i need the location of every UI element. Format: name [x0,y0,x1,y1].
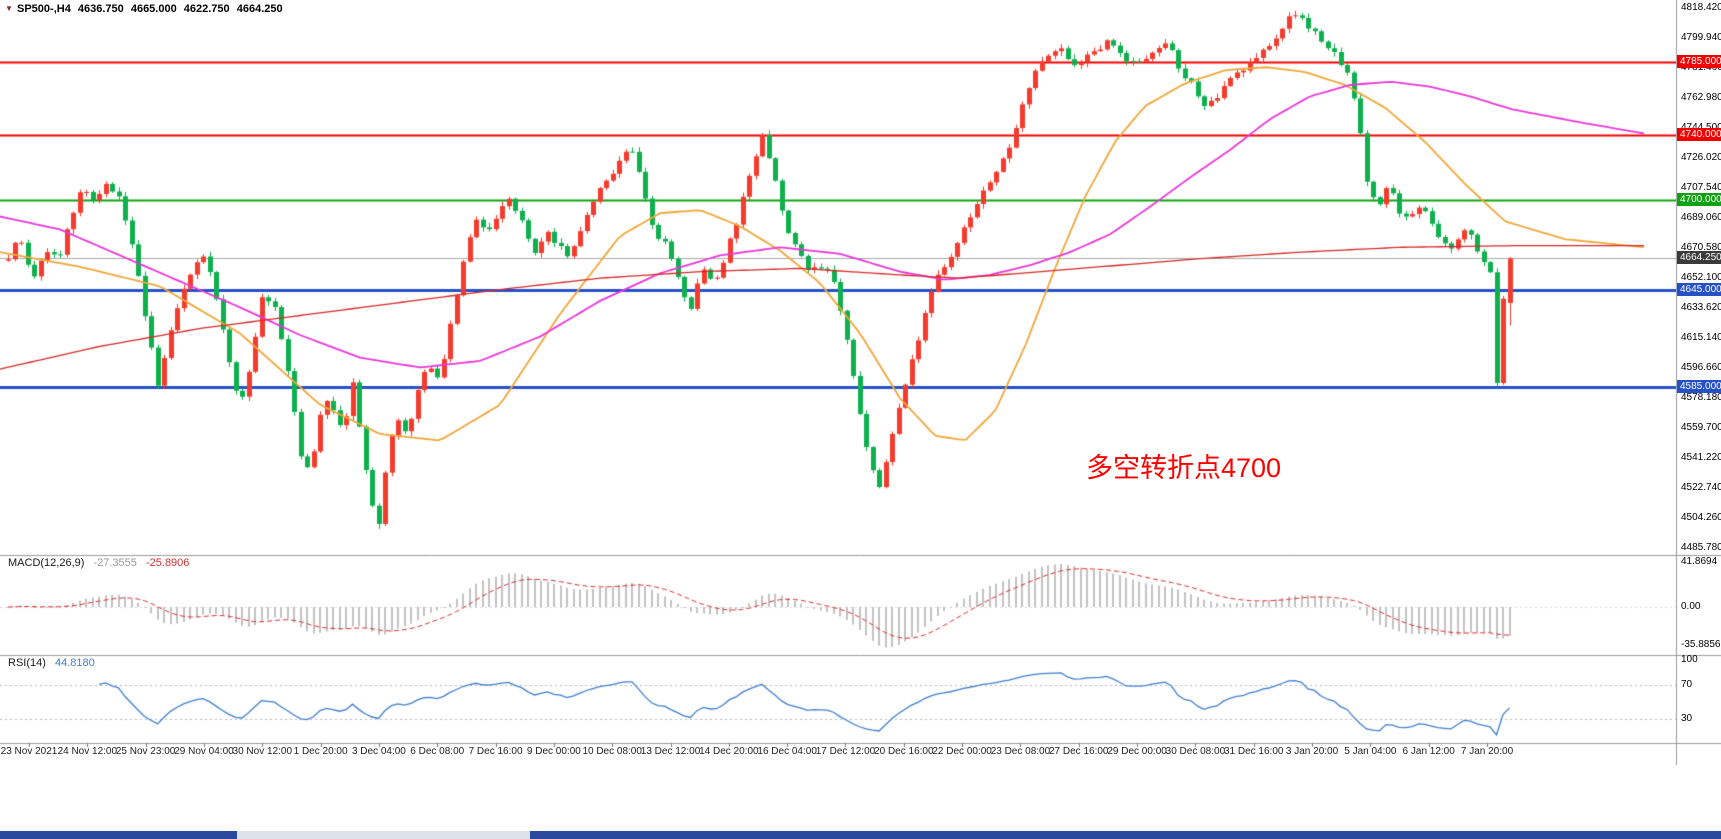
time-axis-label: 29 Dec 00:00 [1107,746,1167,757]
price-axis-label: 4596.660 [1681,362,1721,373]
high-value: 4665.000 [130,3,177,15]
price-axis-label: 4670.580 [1681,242,1721,253]
price-axis-label: 4541.220 [1681,452,1721,463]
time-axis-label: 1 Dec 20:00 [293,746,348,757]
price-axis-label: 4707.540 [1681,182,1721,193]
rsi-value: 44.8180 [54,657,95,669]
time-axis-label: 27 Dec 16:00 [1049,746,1109,757]
rsi-axis-label: 70 [1681,679,1693,690]
price-axis-label: 4633.620 [1681,302,1721,313]
time-axis-label: 23 Nov 2021 [0,746,58,757]
price-axis-label: 4762.980 [1681,92,1721,103]
macd-axis-label: 0.00 [1681,601,1701,612]
time-axis-label: 3 Dec 04:00 [351,746,406,757]
rsi-axis-label: 30 [1681,713,1693,724]
price-axis-label: 4726.020 [1681,152,1721,163]
price-axis-label: 4799.940 [1681,32,1721,43]
price-axis-label: 4522.740 [1681,482,1721,493]
price-axis-label: 4485.780 [1681,542,1721,553]
time-axis-label: 17 Dec 12:00 [815,746,876,757]
time-axis-label: 30 Dec 08:00 [1165,746,1226,757]
chart-annotation-text: 多空转折点4700 [1086,453,1282,483]
macd-axis-label: 41.8694 [1681,556,1718,567]
time-axis-label: 14 Dec 20:00 [699,746,759,757]
time-axis-label: 23 Dec 08:00 [990,746,1051,757]
time-axis-label: 31 Dec 16:00 [1223,746,1284,757]
price-level-badge: 4585.000 [1677,379,1721,393]
time-axis-label: 7 Dec 16:00 [468,746,523,757]
macd-axis-label: -35.8856 [1681,639,1721,650]
time-axis-label: 9 Dec 00:00 [526,746,581,757]
time-axis-label: 6 Dec 08:00 [410,746,465,757]
taskbar-strip [0,831,1721,839]
rsi-label: RSI(14) [8,657,46,669]
price-level-badge: 4700.000 [1677,193,1721,207]
price-axis-label: 4559.700 [1681,422,1721,433]
symbol-name: SP500-,H4 [17,3,71,15]
time-axis-label: 24 Nov 12:00 [57,746,118,757]
price-axis-label: 4652.100 [1681,272,1721,283]
symbol-ohlc-header: SP500-,H4 4636.750 4665.000 4622.750 466… [17,3,287,15]
time-axis-label: 10 Dec 08:00 [582,746,642,757]
time-axis-label: 22 Dec 00:00 [932,746,992,757]
time-axis-label: 3 Jan 20:00 [1285,746,1339,757]
price-axis-label: 4818.420 [1681,2,1721,13]
time-axis-label: 5 Jan 04:00 [1344,746,1397,757]
price-level-badge: 4645.000 [1677,282,1721,296]
price-axis-label: 4744.500 [1681,122,1721,134]
time-axis-label: 6 Jan 12:00 [1402,746,1455,757]
low-value: 4622.750 [183,3,230,15]
time-axis-label: 29 Nov 04:00 [174,746,234,757]
open-value: 4636.750 [77,3,124,15]
macd-main-value: -27.3555 [93,557,137,569]
price-axis-label: 4615.140 [1681,332,1721,343]
close-value: 4664.250 [236,3,283,15]
time-axis-label: 7 Jan 20:00 [1460,746,1514,757]
rsi-axis-label: 100 [1681,654,1698,665]
time-axis-label: 20 Dec 16:00 [874,746,934,757]
time-axis-label: 25 Nov 23:00 [115,746,176,757]
price-axis-label: 4578.180 [1681,392,1721,403]
macd-label: MACD(12,26,9) [8,557,85,569]
rsi-header: RSI(14) 44.8180 [8,657,95,669]
price-level-badge: 4740.000 [1677,128,1721,142]
current-price-badge: 4664.250 [1677,251,1721,265]
taskbar-light-segment [237,831,530,839]
macd-header: MACD(12,26,9) -27.3555 -25.8906 [8,557,189,569]
price-axis-label: 4689.060 [1681,212,1721,223]
time-axis-label: 13 Dec 12:00 [640,746,701,757]
symbol-marker-icon: ▼ [5,4,13,13]
macd-signal-value: -25.8906 [145,557,190,569]
price-level-badge: 4785.000 [1677,55,1721,69]
time-axis-label: 30 Nov 12:00 [232,746,293,757]
price-axis-label: 4504.260 [1681,512,1721,523]
time-axis-label: 16 Dec 04:00 [757,746,817,757]
